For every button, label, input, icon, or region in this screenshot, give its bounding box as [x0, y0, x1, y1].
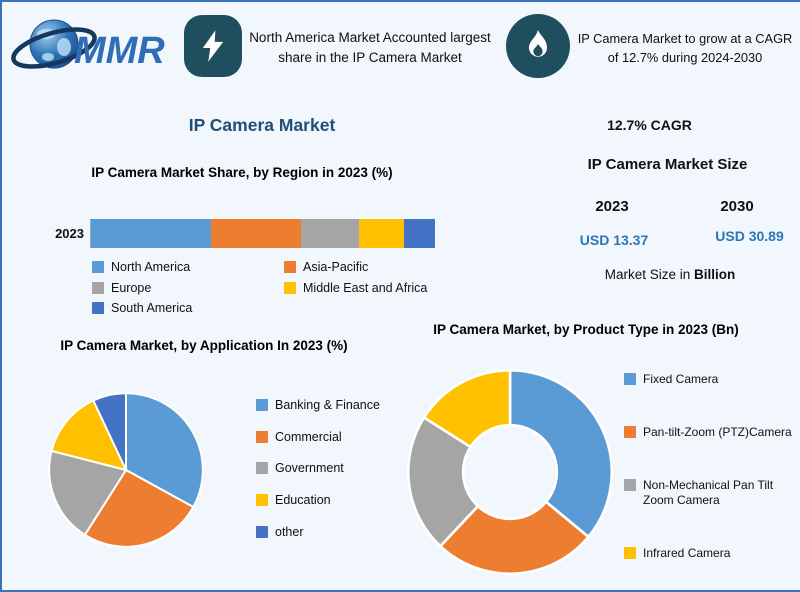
region-stacked-bar [90, 219, 435, 248]
legend-swatch [624, 547, 636, 559]
legend-swatch [284, 281, 296, 294]
year-end-label: 2030 [720, 198, 754, 215]
pie-slice-fixed-camera [508, 368, 614, 539]
legend-swatch [624, 479, 636, 491]
legend-item-non-mechanical-pan-tilt-zoom-camera: Non-Mechanical Pan Tilt Zoom Camera [624, 478, 796, 508]
application-chart-title: IP Camera Market, by Application In 2023… [60, 338, 348, 353]
cagr-value: 12.7% CAGR [607, 117, 692, 133]
legend-label: Asia-Pacific [303, 260, 369, 274]
mmr-logo: MMR [10, 6, 180, 86]
lightning-icon [202, 30, 224, 62]
legend-item-commercial: Commercial [256, 430, 406, 446]
legend-label: South America [111, 301, 193, 316]
market-value-end: USD 30.89 [715, 228, 784, 244]
market-size-note: Market Size in Billion [550, 267, 790, 282]
headline-cagr-growth: IP Camera Market to grow at a CAGR of 12… [577, 30, 793, 65]
legend-label: North America [111, 260, 191, 274]
legend-label: Middle East and Africa [303, 280, 428, 295]
bar-segment-south-america [404, 219, 435, 248]
legend-label: Pan-tilt-Zoom (PTZ)Camera [643, 425, 792, 439]
pie-slice-commercial [83, 468, 195, 548]
legend-swatch [284, 261, 296, 273]
legend-swatch [256, 462, 268, 475]
bar-segment-europe [300, 219, 360, 248]
legend-item-infrared-camera: Infrared Camera [624, 546, 796, 561]
globe-icon [29, 19, 79, 69]
legend-label: Education [275, 492, 331, 507]
flame-icon [529, 30, 547, 57]
legend-swatch [92, 261, 104, 273]
pie-slice-infrared-camera [422, 368, 512, 449]
legend-item-education: Education [256, 493, 406, 509]
legend-swatch [256, 493, 268, 506]
legend-swatch [256, 525, 268, 538]
pie-slice-education [50, 399, 128, 472]
pie-slice-non-mechanical-pan-tilt-zoom-camera [406, 415, 480, 549]
legend-label: other [275, 524, 304, 539]
region-bar-category: 2023 [55, 226, 84, 241]
product-donut [406, 368, 614, 576]
legend-swatch [624, 373, 636, 385]
legend-item-government: Government [256, 461, 406, 477]
legend-item-north-america: North America [92, 260, 284, 276]
legend-item-middle-east-and-africa: Middle East and Africa [284, 281, 440, 297]
bar-segment-asia-pacific [211, 219, 301, 248]
region-legend: North America Asia-Pacific Europe Middle Ea… [92, 260, 440, 317]
page-title: IP Camera Market [188, 115, 336, 135]
legend-swatch [92, 281, 104, 294]
legend-item-europe: Europe [92, 281, 284, 297]
legend-swatch [256, 399, 268, 411]
pie-slice-pan-tilt-zoom-ptz-camera [438, 499, 591, 576]
flame-badge [506, 14, 570, 78]
legend-swatch [624, 426, 636, 438]
product-legend: Fixed Camera Pan-tilt-Zoom (PTZ)Camera Non… [624, 372, 796, 561]
orbit-ring-icon [11, 27, 97, 69]
legend-item-south-america: South America [92, 301, 284, 317]
legend-item-fixed-camera: Fixed Camera [624, 372, 796, 387]
legend-label: Fixed Camera [643, 372, 719, 386]
year-start-label: 2023 [595, 198, 629, 215]
legend-label: Banking & Finance [275, 398, 380, 412]
region-chart-title: IP Camera Market Share, by Region in 202… [91, 165, 393, 180]
market-value-start: USD 13.37 [579, 232, 649, 248]
market-size-note-unit: Billion [694, 267, 736, 282]
market-size-note-prefix: Market Size in [604, 267, 691, 282]
market-size-title: IP Camera Market Size [587, 156, 748, 173]
legend-item-pan-tilt-zoom-ptz-camera: Pan-tilt-Zoom (PTZ)Camera [624, 425, 796, 440]
legend-label: Non-Mechanical Pan Tilt Zoom Camera [643, 478, 774, 507]
legend-swatch [256, 430, 268, 443]
product-chart-title: IP Camera Market, by Product Type in 202… [433, 322, 739, 337]
headline-north-america: North America Market Accounted largest s… [249, 29, 491, 65]
pie-slice-government [48, 449, 128, 537]
bar-segment-north-america [91, 219, 212, 248]
application-legend: Banking & Finance Commercial Government Edu… [256, 398, 406, 540]
legend-label: Infrared Camera [643, 546, 731, 560]
legend-label: Government [275, 461, 344, 476]
legend-label: Commercial [275, 429, 342, 444]
application-pie [48, 392, 204, 548]
legend-item-asia-pacific: Asia-Pacific [284, 260, 440, 276]
pie-slice-banking-finance [125, 392, 204, 509]
legend-swatch [92, 302, 104, 315]
lightning-badge [184, 15, 242, 77]
legend-item-banking-finance: Banking & Finance [256, 398, 406, 414]
legend-label: Europe [111, 280, 152, 295]
pie-slice-other [91, 392, 127, 471]
legend-item-other: other [256, 525, 406, 541]
logo-text: MMR [74, 30, 165, 72]
bar-segment-middle-east-and-africa [359, 219, 405, 248]
mmr-logo-graphic: MMR [11, 19, 165, 72]
